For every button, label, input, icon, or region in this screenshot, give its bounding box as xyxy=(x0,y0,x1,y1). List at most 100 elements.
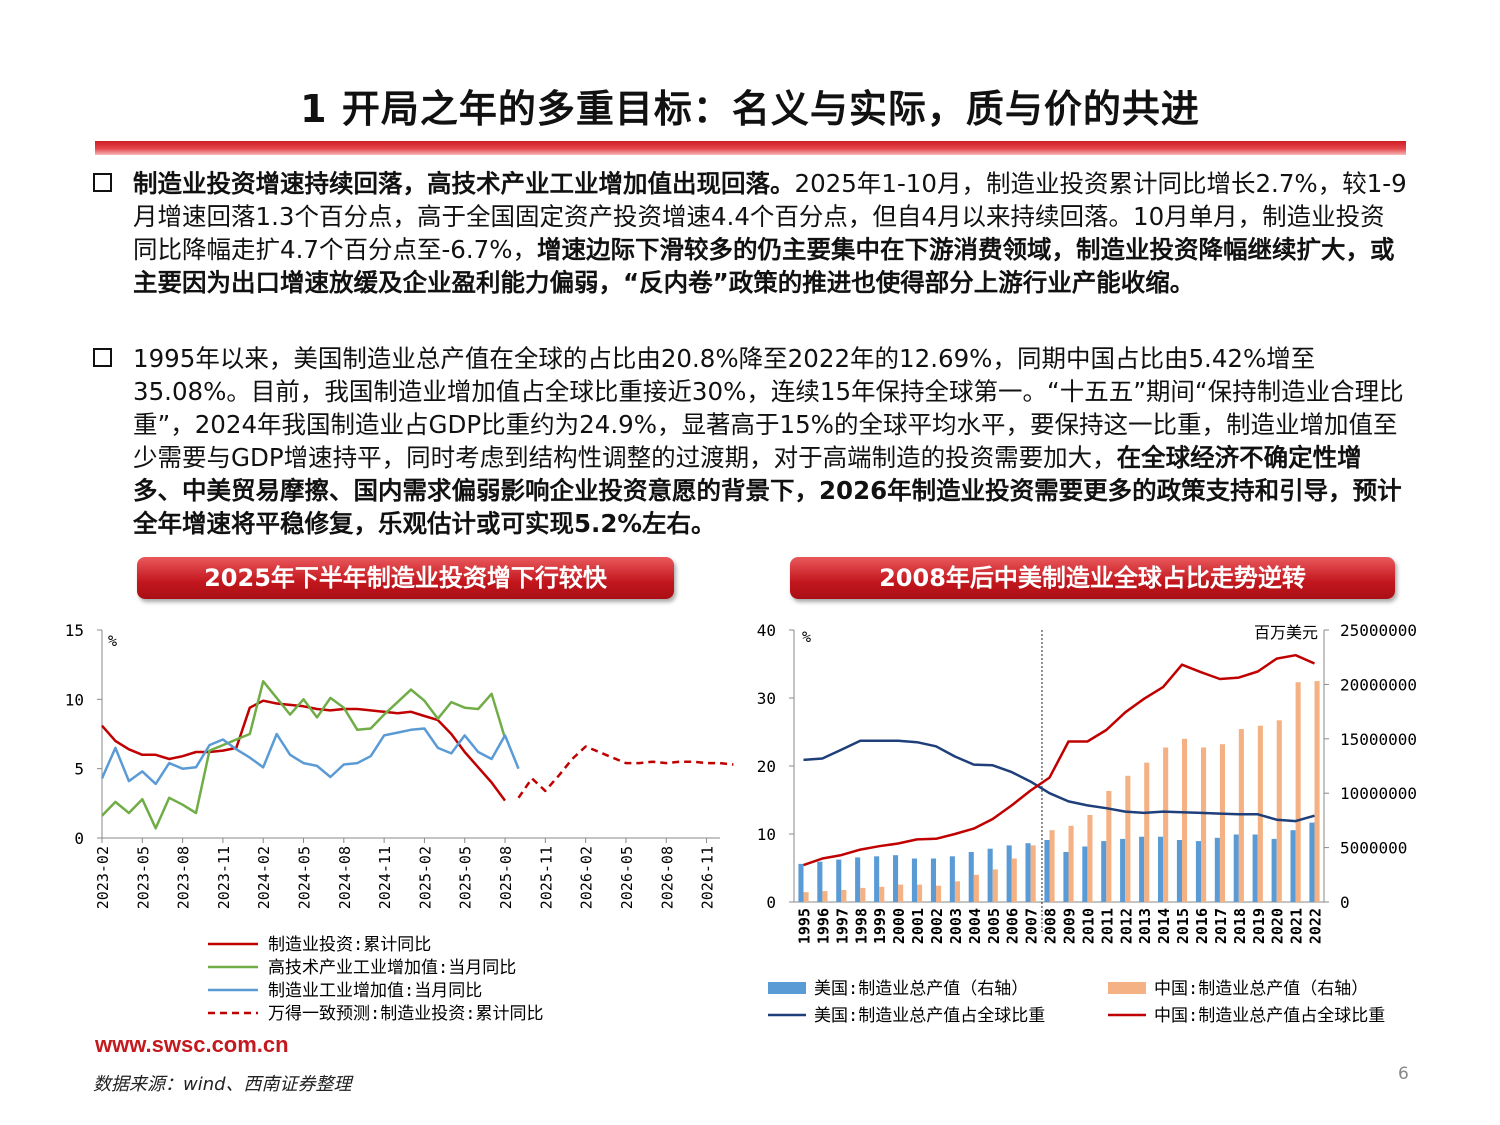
chart-1-series-line-3 xyxy=(100,727,520,786)
chart-1-legend-label: 制造业投资:累计同比 xyxy=(268,935,431,955)
chart-2-bar xyxy=(911,858,917,902)
chart-2-bar xyxy=(1030,845,1036,902)
chart-2-right-tick-label: 20000000 xyxy=(1340,675,1417,694)
chart-1-title: 2025年下半年制造业投资增下行较快 xyxy=(137,557,674,599)
chart-2-bar xyxy=(1082,846,1088,902)
chart-2-bar xyxy=(1252,834,1258,902)
chart-2-bar xyxy=(1201,747,1207,902)
chart-2-bar xyxy=(954,881,960,902)
chart-2-left-tick-label: 10 xyxy=(757,825,776,844)
chart-1: 0 5 10 15% 2023-02 2023-05 2023-08 2023-11 2024-… xyxy=(65,621,734,1024)
chart-2-bar xyxy=(841,890,847,902)
chart-2-left-tick-label: 20 xyxy=(757,757,776,776)
chart-2-x-tick-label: 2004 xyxy=(966,908,984,944)
chart-1-x-tick-label: 2026-08 xyxy=(658,846,676,909)
chart-2-bar xyxy=(968,852,974,902)
chart-2-bar xyxy=(836,859,842,902)
chart-2-bar xyxy=(1049,830,1055,902)
chart-2-bar xyxy=(1144,762,1150,902)
website-url[interactable]: www.swsc.com.cn xyxy=(95,1032,289,1057)
chart-2-x-tick-label: 1999 xyxy=(871,908,889,944)
chart-2-bar xyxy=(1233,834,1239,902)
chart-1-series-line-4 xyxy=(517,745,734,799)
chart-1-y-tick-label: 15 xyxy=(65,621,84,640)
chart-2-bar xyxy=(917,884,923,902)
bullet-box-icon xyxy=(93,348,112,367)
chart-2-legend-label: 美国:制造业总产值占全球比重 xyxy=(814,1006,1045,1026)
chart-2-x-tick-label: 2009 xyxy=(1060,908,1078,944)
chart-2-x-tick-label: 2016 xyxy=(1193,908,1211,944)
chart-2-bar xyxy=(1214,837,1220,902)
chart-2-bar xyxy=(1182,738,1188,902)
chart-1-y-unit: % xyxy=(108,632,117,650)
chart-2-x-tick-label: 2008 xyxy=(1042,908,1060,944)
chart-2-bar xyxy=(987,848,993,902)
chart-2-bar xyxy=(992,869,998,902)
chart-2-bar xyxy=(803,892,809,902)
chart-2-x-tick-label: 2014 xyxy=(1155,908,1173,944)
chart-1-series-line-2 xyxy=(101,680,507,830)
chart-1-x-tick-label: 2023-08 xyxy=(175,846,193,909)
chart-2-legend-label: 中国:制造业总产值占全球比重 xyxy=(1154,1006,1385,1026)
chart-1-x-tick-label: 2025-11 xyxy=(537,846,555,909)
chart-2-bar xyxy=(1087,815,1093,902)
data-source: 数据来源：wind、西南证券整理 xyxy=(93,1074,352,1095)
chart-1-y-tick-label: 10 xyxy=(65,690,84,709)
chart-2-x-tick-label: 2017 xyxy=(1212,908,1230,944)
chart-2-legend-label: 中国:制造业总产值（右轴） xyxy=(1154,979,1368,999)
page-title: 1 开局之年的多重目标：名义与实际，质与价的共进 xyxy=(300,87,1200,131)
chart-1-legend-label: 制造业工业增加值:当月同比 xyxy=(268,981,482,1001)
chart-1-y-tick-label: 5 xyxy=(74,760,84,779)
chart-2-x-tick-label: 1998 xyxy=(852,908,870,944)
chart-2-x-tick-label: 2002 xyxy=(928,908,946,944)
chart-2-x-tick-label: 2022 xyxy=(1307,908,1325,944)
chart-1-x-tick-label: 2026-02 xyxy=(578,846,596,909)
chart-2-x-tick-label: 2018 xyxy=(1231,908,1249,944)
chart-1-x-tick-label: 2024-08 xyxy=(336,846,354,909)
chart-1-x-tick-label: 2024-11 xyxy=(376,846,394,909)
chart-2-bar xyxy=(879,886,885,902)
chart-2-bar xyxy=(874,856,880,902)
chart-2-bar xyxy=(1101,841,1107,902)
chart-2-bar xyxy=(1219,744,1225,902)
bullet-1-bold2: 增速边际下滑较多的仍主要集中在下游消费领域，制造业投资降幅继续扩大，或主要因为出… xyxy=(133,235,1395,297)
chart-1-x-tick-label: 2026-11 xyxy=(699,846,717,909)
chart-2-x-tick-label: 1995 xyxy=(795,908,813,944)
chart-2-bar xyxy=(1006,845,1012,902)
chart-2-legend-swatch xyxy=(768,982,806,994)
chart-1-x-tick-label: 2023-11 xyxy=(215,846,233,909)
chart-2-x-tick-label: 1996 xyxy=(814,908,832,944)
chart-2-bar xyxy=(973,874,979,902)
chart-2-right-tick-label: 10000000 xyxy=(1340,784,1417,803)
chart-2-bar xyxy=(1044,840,1050,902)
chart-2-bar xyxy=(1176,840,1182,902)
chart-2-bar xyxy=(893,855,899,902)
chart-2-right-tick-label: 0 xyxy=(1340,893,1350,912)
chart-2-bar xyxy=(1276,720,1282,902)
bullet-1-bold: 制造业投资增速持续回落，高技术产业工业增加值出现回落。 xyxy=(133,169,795,198)
chart-2-right-unit: 百万美元 xyxy=(1254,623,1318,642)
chart-2-bar xyxy=(936,885,942,902)
chart-1-x-tick-label: 2023-05 xyxy=(134,846,152,909)
chart-1-x-tick-label: 2024-02 xyxy=(255,846,273,909)
chart-1-x-tick-label: 2025-08 xyxy=(497,846,515,909)
chart-2-x-tick-label: 2012 xyxy=(1117,908,1135,944)
chart-2-bar xyxy=(1271,838,1277,902)
chart-2-x-tick-label: 2015 xyxy=(1174,908,1192,944)
chart-2-bar xyxy=(1063,852,1069,902)
chart-2-bar xyxy=(949,856,955,902)
chart-2-x-tick-label: 2020 xyxy=(1269,908,1287,944)
chart-2-x-tick-label: 2005 xyxy=(985,908,1003,944)
chart-2-x-tick-label: 2013 xyxy=(1136,908,1154,944)
chart-2-legend-label: 美国:制造业总产值（右轴） xyxy=(814,979,1028,999)
chart-1-y-tick-label: 0 xyxy=(74,829,84,848)
chart-2-bar xyxy=(898,884,904,902)
chart-2-x-tick-label: 2001 xyxy=(909,908,927,944)
chart-2-x-tick-label: 2019 xyxy=(1250,908,1268,944)
chart-2-left-tick-label: 0 xyxy=(766,893,776,912)
chart-2-left-tick-label: 40 xyxy=(757,621,776,640)
chart-2-title: 2008年后中美制造业全球占比走势逆转 xyxy=(790,557,1395,599)
chart-2-left-unit: % xyxy=(802,628,811,646)
chart-1-series-line-1 xyxy=(101,699,507,802)
chart-1-x-tick-label: 2023-02 xyxy=(94,846,112,909)
